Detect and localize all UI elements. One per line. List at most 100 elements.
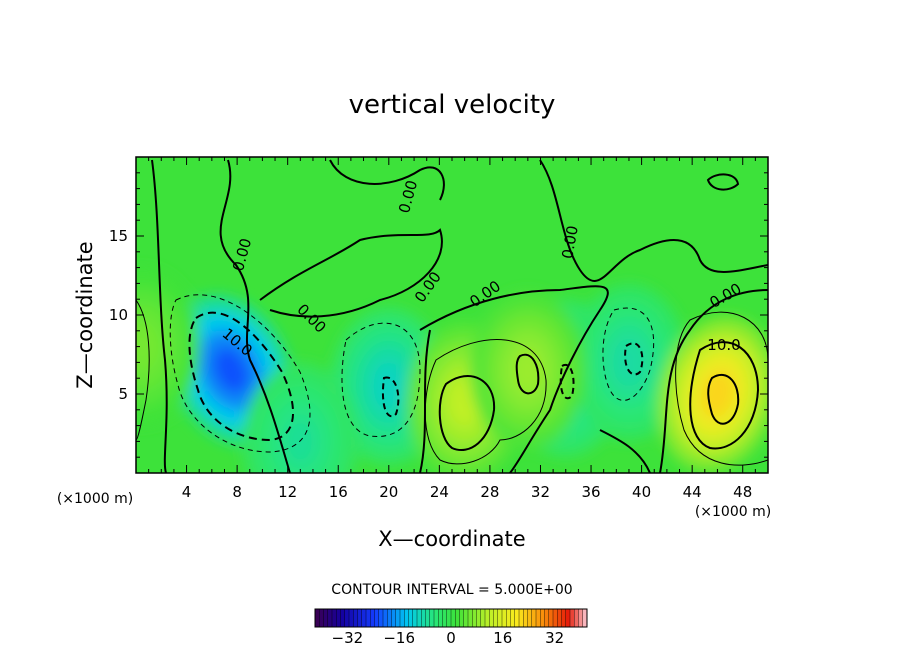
- colorbar-cell: [536, 609, 541, 627]
- x-tick-label: 4: [182, 483, 192, 501]
- colorbar: [314, 608, 588, 628]
- colorbar-cell: [366, 609, 371, 627]
- x-tick-label: 8: [232, 483, 242, 501]
- colorbar-cell: [395, 609, 401, 627]
- x-tick-label: 40: [632, 483, 651, 501]
- colorbar-cell: [485, 609, 490, 627]
- colorbar-cell: [489, 609, 494, 627]
- colorbar-cell: [391, 609, 397, 627]
- colorbar-cell: [557, 609, 562, 627]
- colorbar-tick-label: −32: [332, 629, 364, 647]
- contour-negative: [188, 311, 295, 442]
- colorbar-cell: [553, 609, 558, 627]
- colorbar-cell: [361, 609, 367, 627]
- colorbar-cell: [442, 609, 448, 627]
- contour-positive: [515, 353, 540, 395]
- colorbar-cell: [493, 609, 499, 627]
- colorbar-cell: [519, 609, 524, 627]
- colorbar-cell: [429, 609, 435, 627]
- x-tick-label: 20: [379, 483, 398, 501]
- colorbar-frame: [314, 608, 588, 628]
- field-blob: [612, 338, 645, 387]
- colorbar-cell: [357, 609, 363, 627]
- colorbar-cell: [540, 609, 545, 627]
- colorbar-cell: [438, 609, 443, 627]
- colorbar-cell: [404, 609, 409, 627]
- colorbar-ticks: −32 −16 0 16 32: [332, 629, 565, 647]
- colorbar-cell: [472, 609, 477, 627]
- contour-interval-text: CONTOUR INTERVAL = 5.000E+00: [331, 582, 572, 598]
- contour-label: 10.0: [707, 336, 740, 354]
- colorbar-cell: [336, 609, 341, 627]
- contour-positive: [136, 299, 150, 441]
- x-axis-label: X—coordinate: [378, 527, 525, 551]
- colorbar-cell: [370, 609, 375, 627]
- x-tick-label: 44: [683, 483, 702, 501]
- x-tick-label: 48: [733, 483, 752, 501]
- colorbar-cell: [561, 609, 567, 627]
- y-axis-label: Z—coordinate: [73, 241, 97, 388]
- colorbar-cell: [340, 609, 346, 627]
- colorbar-cell: [476, 609, 482, 627]
- contour-negative: [382, 376, 400, 417]
- chart-title: vertical velocity: [349, 90, 556, 120]
- contour-zero-line: [659, 289, 768, 473]
- colorbar-cell: [531, 609, 537, 627]
- colorbar-cell: [344, 609, 350, 627]
- colorbar-cell: [548, 609, 554, 627]
- colorbar-cell: [544, 609, 550, 627]
- colorbar-cell: [425, 609, 431, 627]
- x-tick-label: 36: [581, 483, 600, 501]
- colorbar-cell: [387, 609, 392, 627]
- x-tick-label: 24: [430, 483, 449, 501]
- contour-negative: [559, 363, 575, 400]
- colorbar-cell: [412, 609, 418, 627]
- colorbar-cell: [323, 609, 329, 627]
- colorbar-cell: [570, 609, 575, 627]
- field-blob: [136, 322, 159, 371]
- x-tick-label: 28: [480, 483, 499, 501]
- contour-zero-line: [151, 159, 168, 473]
- contour-positive: [675, 311, 768, 466]
- colorbar-cell: [408, 609, 414, 627]
- colorbar-cell: [383, 609, 388, 627]
- colorbar-cell: [565, 609, 571, 627]
- colorbar-cell: [374, 609, 380, 627]
- contour-positive: [707, 374, 740, 425]
- contour-positive: [438, 375, 496, 451]
- contour-label: 0.00: [558, 224, 582, 260]
- contour-negative: [169, 294, 311, 453]
- x-tick-label: 32: [531, 483, 550, 501]
- colorbar-cell: [446, 609, 452, 627]
- colorbar-cell: [353, 609, 358, 627]
- colorbar-tick-label: 32: [545, 629, 564, 647]
- contour-zero-line: [259, 228, 443, 318]
- y-tick-label: 15: [109, 227, 128, 245]
- contour-zero-line: [219, 159, 291, 473]
- y-tick-label: 10: [109, 306, 128, 324]
- colorbar-cell: [463, 609, 469, 627]
- colorbar-cell: [315, 609, 320, 627]
- x-unit-left: (×1000 m): [57, 491, 133, 507]
- contour-negative: [341, 322, 421, 437]
- x-axis: 4 8 12 16 20 24 28 32 36 40 44 48: [148, 157, 756, 501]
- colorbar-cell: [455, 609, 460, 627]
- colorbar-cell: [417, 609, 422, 627]
- colorbar-cell: [480, 609, 486, 627]
- colorbar-cell: [527, 609, 533, 627]
- colorbar-cell: [319, 609, 324, 627]
- field-blob: [511, 346, 544, 395]
- contour-zero-line: [706, 173, 740, 191]
- x-tick-label: 12: [278, 483, 297, 501]
- contour-positive: [689, 341, 760, 450]
- colorbar-cell: [400, 609, 405, 627]
- colorbar-cell: [459, 609, 465, 627]
- colorbar-cell: [510, 609, 516, 627]
- colorbar-cell: [378, 609, 384, 627]
- colorbar-cell: [574, 609, 579, 627]
- colorbar-cell: [332, 609, 337, 627]
- contour-zero-line: [329, 159, 445, 201]
- colorbar-tick-label: 0: [446, 629, 456, 647]
- contour-zero-line: [419, 285, 609, 473]
- x-tick-label: 16: [329, 483, 348, 501]
